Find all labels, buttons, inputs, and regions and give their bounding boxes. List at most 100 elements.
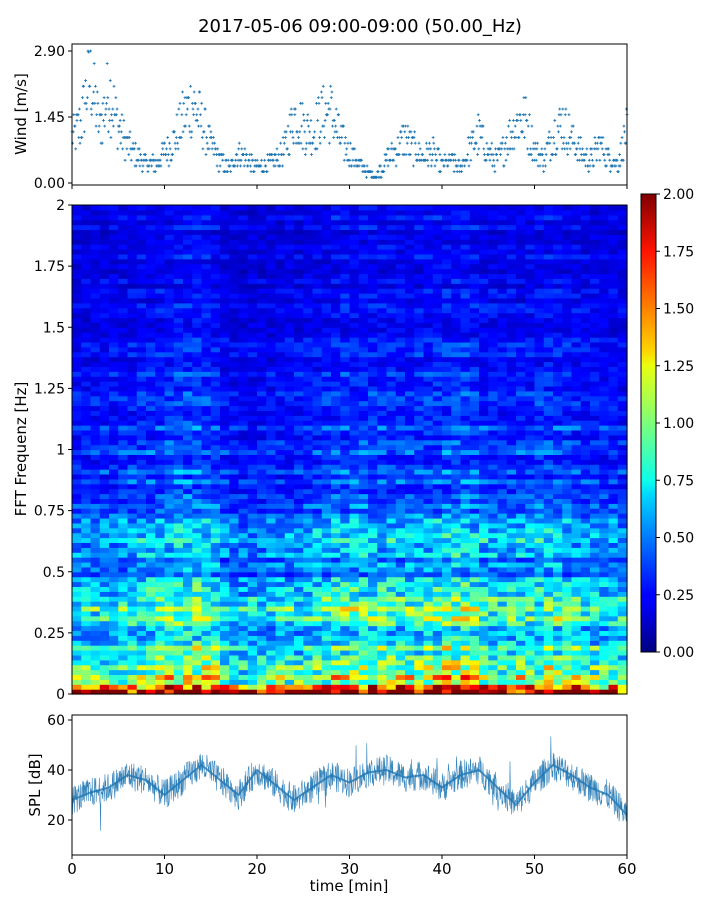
wind-point [164, 153, 168, 156]
spectrogram-cell [155, 557, 166, 563]
spectrogram-cell [451, 605, 462, 612]
wind-point [557, 130, 560, 134]
spectrogram-cell [442, 420, 452, 426]
spectrogram-cell [331, 581, 341, 588]
spectrogram-cell [590, 420, 600, 426]
spectrogram-cell [442, 459, 452, 465]
wind-point [189, 84, 192, 88]
spectrogram-cell [599, 522, 610, 529]
spectrogram-cell [580, 434, 591, 441]
spectrogram-cell [571, 674, 582, 680]
spectrogram-cell [516, 517, 526, 524]
spectrogram-cell [155, 552, 166, 558]
spectrogram-cell [146, 542, 156, 548]
spectrogram-cell [164, 610, 175, 617]
spectrogram-cell [109, 552, 119, 558]
spectrogram-cell [562, 444, 573, 451]
spectrogram-cell [460, 557, 471, 563]
spectrogram-cell [284, 425, 295, 431]
spectrogram-cell [488, 483, 499, 490]
wind-point [184, 124, 187, 128]
spectrogram-cell [210, 513, 221, 519]
spectrogram-cell [340, 508, 351, 514]
spectrogram-cell [340, 513, 351, 519]
spectrogram-cell [590, 444, 600, 451]
spectrogram-cell [442, 664, 452, 671]
spectrogram-cell [331, 449, 341, 455]
spectrogram-cell [358, 596, 369, 602]
spectrogram-cell [506, 420, 517, 426]
spectrogram-cell [405, 635, 415, 641]
wind-point [306, 113, 310, 117]
spectrogram-cell [201, 371, 212, 377]
spectrogram-cell [599, 596, 610, 602]
spectrogram-cell [118, 464, 129, 470]
spectrogram-cell [229, 366, 240, 372]
spectrogram-cell [229, 571, 240, 578]
spectrogram-cell [553, 420, 563, 426]
spectrogram-cell [368, 669, 378, 676]
spectrogram-cell [525, 522, 536, 529]
spectrogram-cell [497, 503, 508, 509]
spectrogram-cell [183, 576, 193, 583]
spectrogram-cell [460, 444, 471, 451]
spectrogram-cell [192, 449, 203, 455]
spectrogram-cell [238, 625, 249, 632]
spectrogram-cell [331, 385, 341, 392]
spectrogram-cell [460, 664, 471, 671]
spectrogram-cell [331, 679, 341, 685]
spectrogram-cell [321, 542, 332, 548]
spectrogram-cell [99, 610, 110, 617]
spectrogram-cell [303, 591, 314, 597]
spectrogram-cell [136, 547, 147, 553]
spectrogram-cell [229, 513, 240, 519]
spectrogram-cell [275, 371, 286, 377]
spectrogram-cell [201, 527, 212, 534]
spectrogram-cell [599, 669, 610, 676]
spectrogram-cell [127, 532, 138, 539]
spectrogram-cell [590, 469, 600, 475]
spectrogram-cell [321, 425, 332, 431]
spectrogram-cell [201, 478, 212, 485]
spectrogram-cell [136, 425, 147, 431]
spectrogram-cell [266, 561, 277, 568]
spectrogram-cell [72, 434, 82, 441]
wind-point [168, 147, 172, 151]
spectrogram-cell [469, 429, 480, 436]
wind-point [619, 141, 623, 145]
spectrogram-cell [321, 645, 332, 651]
spectrogram-cell [118, 434, 129, 441]
spectrogram-cell [488, 679, 499, 685]
spectrogram-cell [257, 425, 267, 431]
spectrogram-cell [608, 420, 619, 426]
spectrogram-cell [562, 542, 573, 548]
spectrogram-cell [266, 645, 277, 651]
spectrogram-cell [173, 615, 184, 622]
spectrogram-cell [303, 376, 314, 382]
spectrogram-cell [525, 478, 536, 485]
spectrogram-cell [432, 478, 443, 485]
spectrogram-cell [127, 576, 138, 583]
spectrogram-cell [127, 395, 138, 402]
spectrogram-cell [479, 444, 489, 451]
spectrogram-cell [146, 376, 156, 382]
spectrogram-cell [423, 522, 434, 529]
spectrogram-cell [118, 620, 129, 627]
wind-point [213, 141, 217, 145]
spectrogram-cell [469, 679, 480, 685]
spectrogram-cell [201, 557, 212, 563]
spectrogram-cell [386, 659, 397, 666]
spectrogram-cell [469, 561, 480, 568]
spectrogram-cell [127, 469, 138, 475]
spectrogram-cell [146, 591, 156, 597]
wind-point [308, 130, 312, 134]
spectrogram-cell [479, 449, 489, 455]
spectrogram-cell [72, 493, 82, 499]
spectrogram-cell [164, 376, 175, 382]
spectrogram-cell [294, 522, 304, 529]
spectrogram-cell [553, 532, 563, 539]
spectrogram-cell [90, 473, 101, 480]
spectrogram-cell [580, 645, 591, 651]
wind-point [465, 158, 469, 162]
spectrogram-cell [543, 654, 554, 661]
